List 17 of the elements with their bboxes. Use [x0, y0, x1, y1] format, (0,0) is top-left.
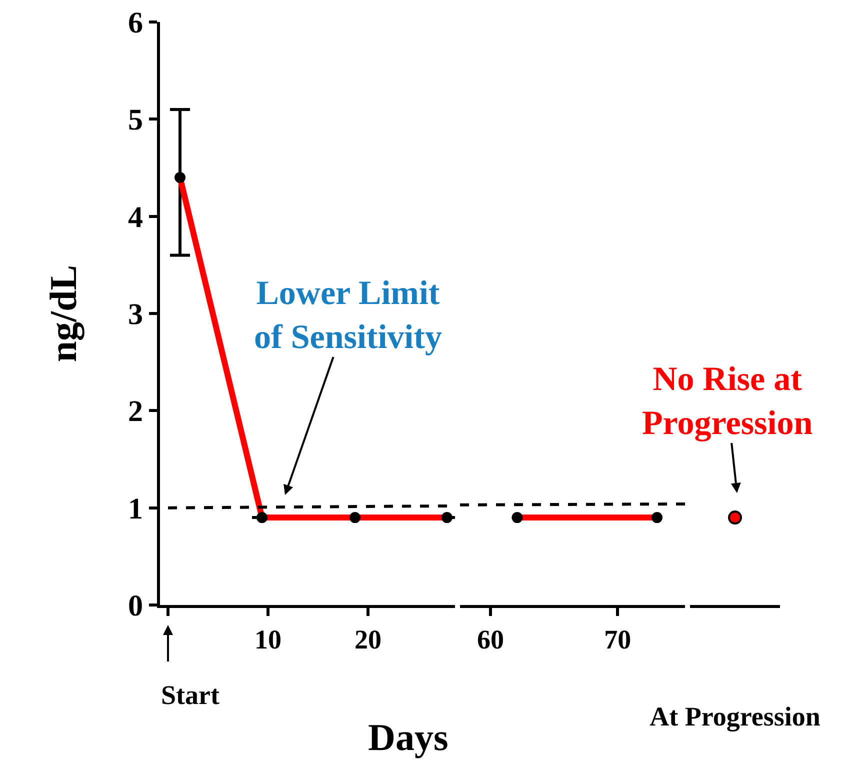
y-tick-label: 5	[128, 104, 143, 137]
x-tick-label: 70	[604, 624, 632, 654]
y-tick-label: 6	[128, 6, 143, 40]
annotation: No Rise at Progression	[642, 361, 813, 442]
y-tick-label: 1	[128, 492, 143, 526]
y-tick-label: 3	[128, 298, 143, 331]
annotation: Lower Limit of Sensitivity	[254, 275, 442, 356]
x-axis-title: Days	[368, 717, 448, 759]
x-tick-label: 10	[254, 624, 282, 654]
x-tick-label: 20	[354, 624, 382, 654]
y-tick-label: 0	[128, 590, 143, 622]
x-tick-label: 60	[477, 624, 504, 654]
x-tick-label: At Progression	[650, 701, 820, 732]
y-tick-label: 4	[128, 200, 143, 234]
y-tick-label: 2	[128, 395, 143, 428]
text: Start	[161, 680, 220, 710]
y-axis-title: ng/dL	[43, 264, 86, 362]
